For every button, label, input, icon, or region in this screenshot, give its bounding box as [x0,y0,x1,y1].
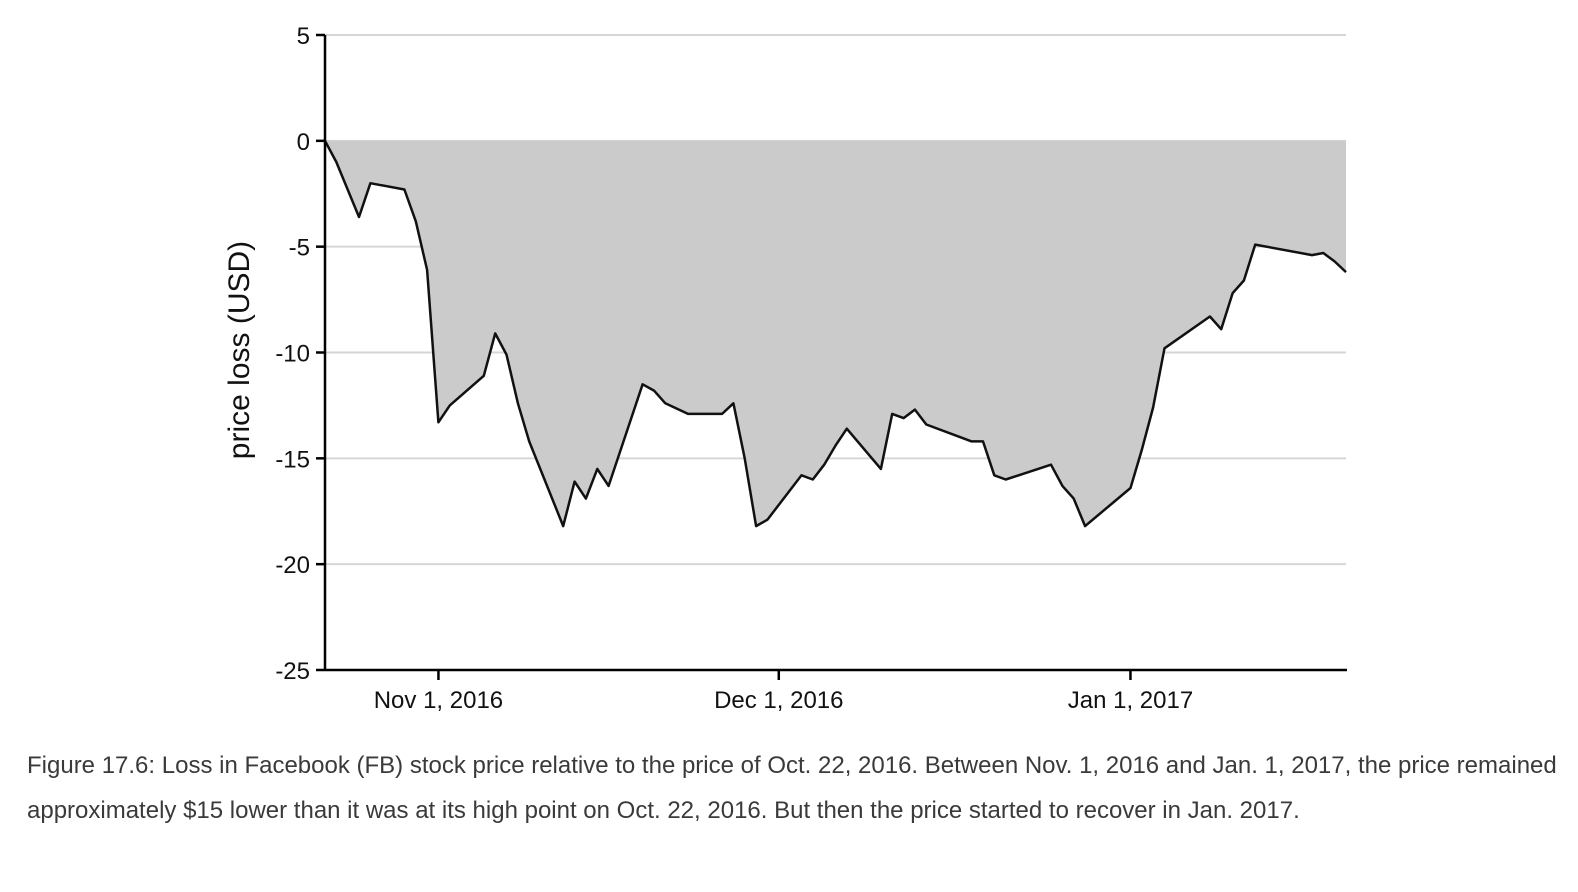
y-tick-label: -10 [275,341,310,368]
y-tick-label: -5 [289,235,310,262]
price-loss-line [323,140,1347,528]
y-axis-label: price loss (USD) [223,241,256,459]
figure-caption: Figure 17.6: Loss in Facebook (FB) stock… [27,752,1557,824]
y-tick-label: -15 [275,446,310,473]
y-tick-label: -25 [275,658,310,685]
x-tick-label: Dec 1, 2016 [714,687,843,714]
chart-figure: 5 0 -5 -10 -15 -20 -25 Nov 1, 2016 Dec 1, 2016 Ja… [223,23,1347,714]
y-tick-label: 5 [297,23,310,50]
y-tick-label: 0 [297,129,310,156]
loss-area [325,140,1346,527]
price-loss-chart: 5 0 -5 -10 -15 -20 -25 Nov 1, 2016 Dec 1, 2016 Ja… [223,23,1347,714]
x-tick-label: Nov 1, 2016 [374,687,503,714]
y-tick-label: -20 [275,552,310,579]
x-tick-label: Jan 1, 2017 [1068,687,1193,714]
